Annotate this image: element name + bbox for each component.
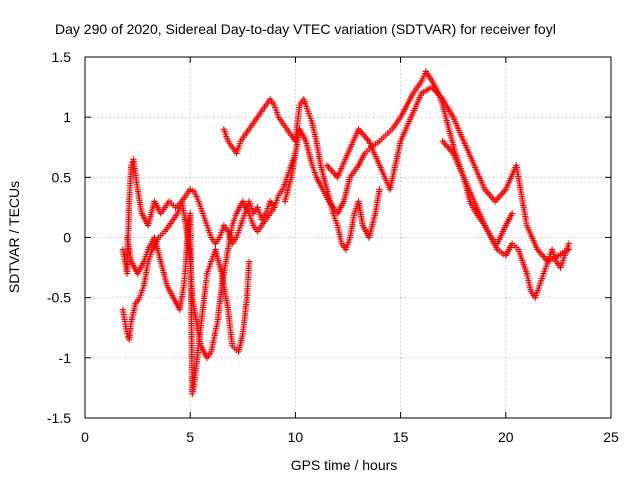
x-tick-label: 15 xyxy=(393,429,409,445)
y-tick-label: 0.5 xyxy=(52,169,72,185)
data-point xyxy=(128,162,135,169)
x-axis-label: GPS time / hours xyxy=(291,457,398,473)
x-axis: 0 5 10 15 20 25 xyxy=(81,57,619,445)
x-tick-label: 20 xyxy=(498,429,514,445)
y-tick-label: -1 xyxy=(59,350,72,366)
y-tick-label: 0 xyxy=(63,230,71,246)
data-point xyxy=(508,210,516,217)
y-tick-label: 1 xyxy=(63,109,71,125)
y-tick-label: -0.5 xyxy=(47,290,71,306)
data-point xyxy=(271,204,278,211)
data-point xyxy=(124,333,132,340)
y-tick-label: 1.5 xyxy=(52,49,72,65)
x-tick-label: 0 xyxy=(81,429,89,445)
y-axis-label: SDTVAR / TECUs xyxy=(6,181,22,293)
data-point xyxy=(376,186,383,193)
y-axis: -1.5 -1 -0.5 0 0.5 1 1.5 xyxy=(47,49,611,426)
data-point xyxy=(245,258,253,265)
data-points xyxy=(119,68,573,398)
x-tick-label: 25 xyxy=(603,429,619,445)
chart-title: Day 290 of 2020, Sidereal Day-to-day VTE… xyxy=(55,21,556,37)
y-tick-label: -1.5 xyxy=(47,410,71,426)
data-point xyxy=(565,240,573,247)
x-tick-label: 10 xyxy=(288,429,304,445)
x-tick-label: 5 xyxy=(186,429,194,445)
